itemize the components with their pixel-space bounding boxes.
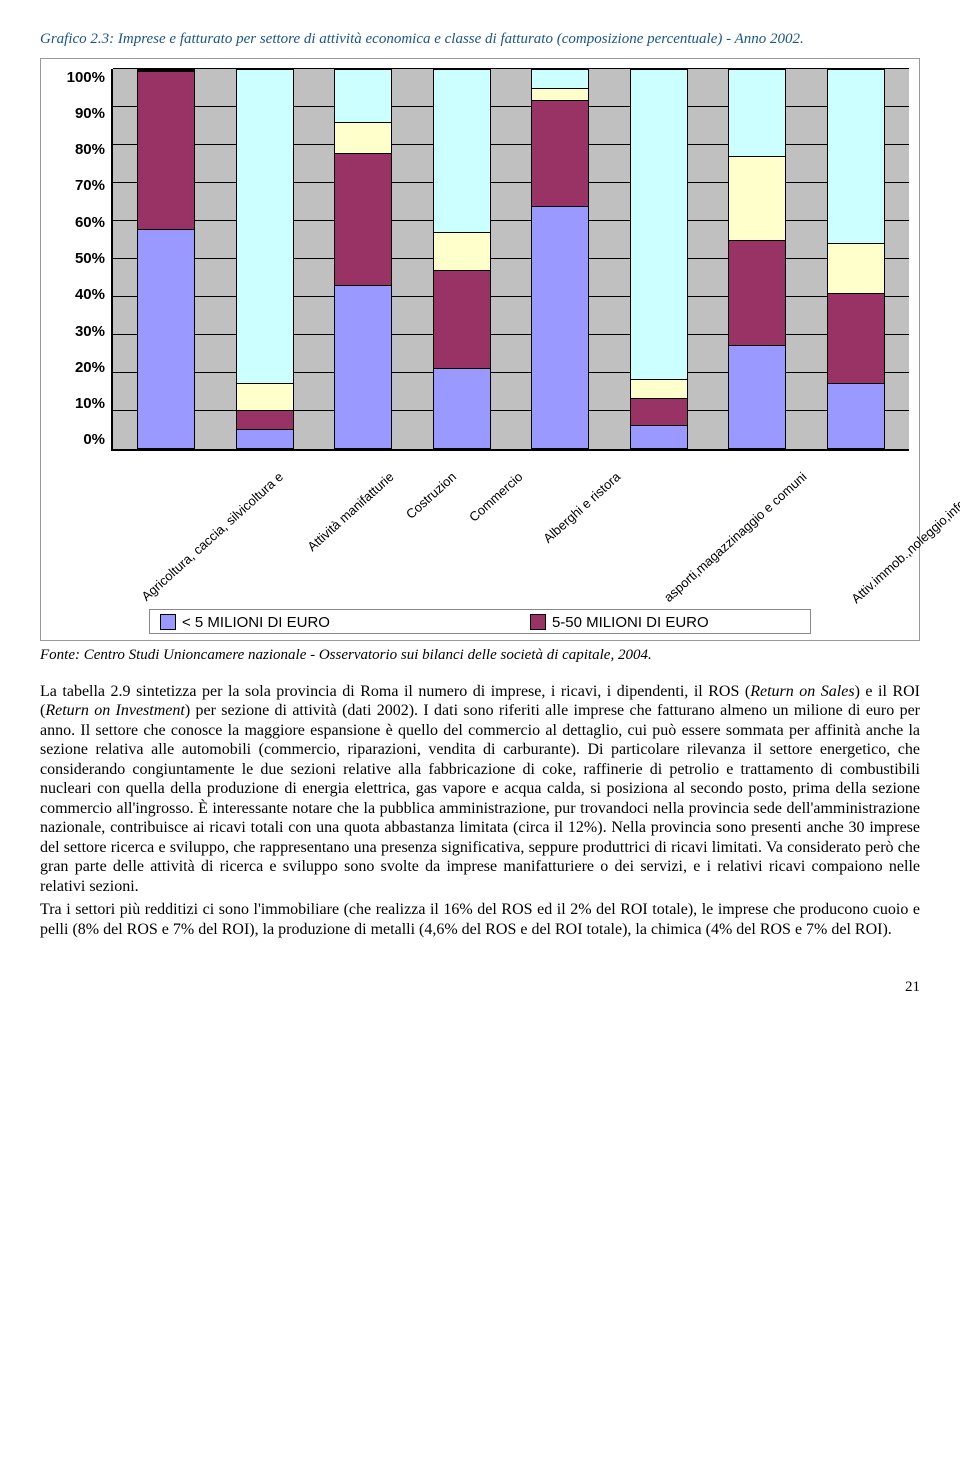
- bar: [137, 69, 195, 449]
- bar-segment: [237, 429, 293, 448]
- bar-segment: [828, 293, 884, 384]
- bar: [334, 69, 392, 449]
- chart-container: 100% 90% 80% 70% 60% 50% 40% 30% 20% 10% 0% Agrico…: [40, 58, 920, 641]
- bar-segment: [532, 70, 588, 89]
- y-tick-label: 70%: [75, 177, 105, 194]
- bar-segment: [434, 232, 490, 270]
- bar-segment: [532, 100, 588, 206]
- y-tick-label: 50%: [75, 250, 105, 267]
- bar-segment: [434, 70, 490, 233]
- bar-segment: [828, 70, 884, 244]
- bar-segment: [237, 410, 293, 429]
- body-text: La tabella 2.9 sintetizza per la sola pr…: [40, 682, 920, 940]
- y-tick-label: 30%: [75, 323, 105, 340]
- bar-segment: [631, 379, 687, 398]
- bar-segment: [532, 88, 588, 99]
- plot-area: [111, 69, 909, 451]
- chart-caption: Grafico 2.3: Imprese e fatturato per set…: [40, 30, 920, 50]
- y-tick-label: 40%: [75, 286, 105, 303]
- bar: [236, 69, 294, 449]
- bar-segment: [631, 425, 687, 448]
- y-tick-label: 60%: [75, 214, 105, 231]
- y-axis: 100% 90% 80% 70% 60% 50% 40% 30% 20% 10% 0%: [51, 69, 111, 449]
- x-tick-label: Attiv.immob.,noleggio,informat.,ri: [848, 469, 960, 714]
- bar: [827, 69, 885, 449]
- bar-segment: [335, 153, 391, 285]
- x-axis: Agricoltura, caccia, silvicoltura e Atti…: [111, 449, 909, 609]
- bar-segment: [335, 70, 391, 123]
- bar-segment: [729, 156, 785, 239]
- bar: [531, 69, 589, 449]
- bar-segment: [335, 285, 391, 448]
- bar-segment: [631, 398, 687, 424]
- bar-segment: [828, 243, 884, 292]
- bar: [728, 69, 786, 449]
- bar-segment: [631, 70, 687, 380]
- bar: [433, 69, 491, 449]
- y-tick-label: 90%: [75, 105, 105, 122]
- paragraph: La tabella 2.9 sintetizza per la sola pr…: [40, 682, 920, 897]
- bar-segment: [729, 345, 785, 447]
- legend-swatch: [530, 614, 546, 630]
- y-tick-label: 10%: [75, 395, 105, 412]
- bar-segment: [729, 240, 785, 346]
- bar-segment: [335, 122, 391, 152]
- page-number: 21: [40, 979, 920, 996]
- bar-segment: [138, 71, 194, 229]
- bar-segment: [729, 70, 785, 157]
- y-tick-label: 0%: [83, 431, 105, 448]
- y-tick-label: 80%: [75, 141, 105, 158]
- bar-segment: [828, 383, 884, 447]
- y-tick-label: 100%: [67, 69, 105, 86]
- bar-segment: [237, 383, 293, 409]
- bar-segment: [532, 206, 588, 448]
- bar-segment: [138, 229, 194, 448]
- paragraph: Tra i settori più redditizi ci sono l'im…: [40, 900, 920, 939]
- bar-segment: [237, 70, 293, 384]
- bar-segment: [434, 368, 490, 447]
- bar-segment: [434, 270, 490, 368]
- y-tick-label: 20%: [75, 359, 105, 376]
- bar: [630, 69, 688, 449]
